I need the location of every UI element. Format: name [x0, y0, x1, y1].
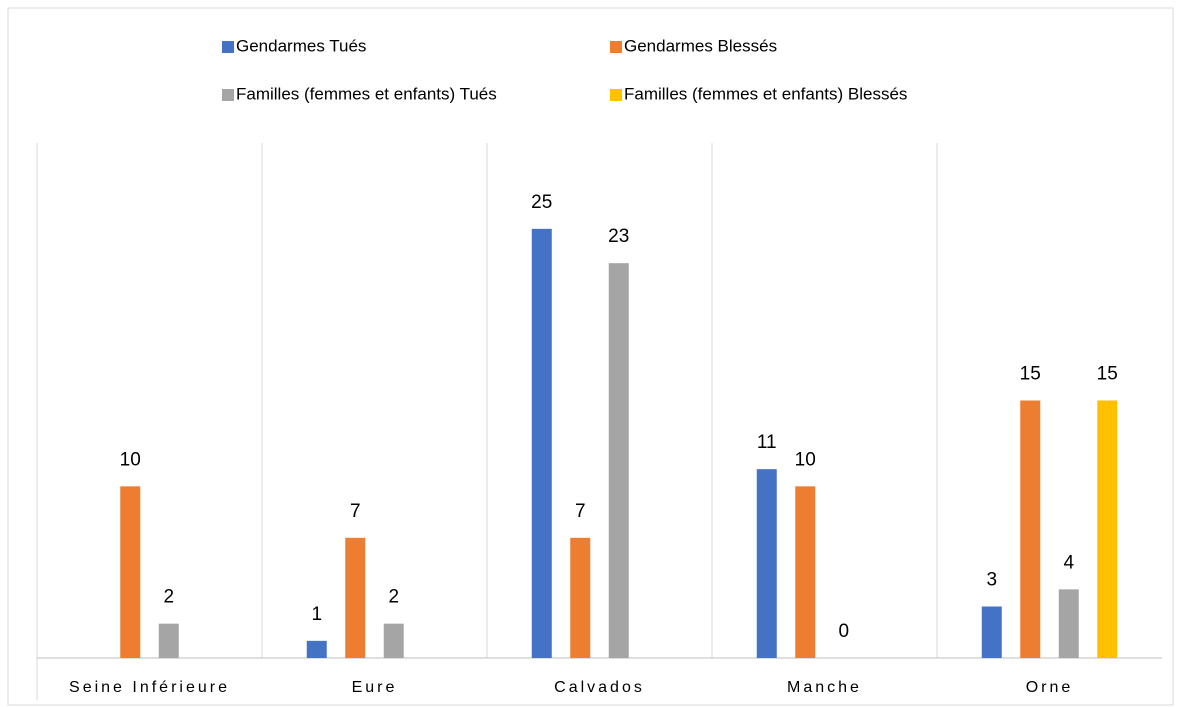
data-label: 4 — [1063, 552, 1074, 573]
legend-swatch — [222, 89, 234, 101]
bar — [158, 623, 179, 658]
bar — [1058, 589, 1079, 658]
data-label: 3 — [986, 570, 997, 591]
bar — [345, 537, 366, 658]
x-tick-label: Orne — [1026, 679, 1074, 696]
bar — [1097, 400, 1118, 658]
data-label: 25 — [531, 192, 552, 213]
x-tick-label: Manche — [787, 679, 862, 696]
x-tick-label: Eure — [352, 679, 398, 696]
bar — [756, 469, 777, 658]
data-label: 2 — [388, 587, 399, 608]
bar — [383, 623, 404, 658]
bar — [981, 606, 1002, 658]
legend-label: Gendarmes Tués — [236, 36, 366, 55]
data-label: 2 — [163, 587, 174, 608]
data-label: 23 — [608, 226, 629, 247]
data-label: 15 — [1097, 364, 1118, 385]
legend-swatch — [222, 41, 234, 53]
data-label: 7 — [575, 501, 586, 522]
data-label: 7 — [350, 501, 361, 522]
bar — [1020, 400, 1041, 658]
x-tick-label: Calvados — [554, 679, 645, 696]
bar — [120, 486, 141, 658]
bar — [306, 640, 327, 658]
bar — [795, 486, 816, 658]
data-label: 11 — [757, 432, 777, 453]
data-label: 10 — [795, 449, 816, 470]
bar — [531, 228, 552, 659]
data-label: 0 — [838, 621, 849, 642]
chart-border — [7, 7, 1174, 706]
legend-label: Familles (femmes et enfants) Tués — [236, 84, 497, 103]
legend-label: Gendarmes Blessés — [624, 36, 777, 55]
bar — [570, 537, 591, 658]
data-label: 1 — [311, 604, 322, 625]
data-label: 15 — [1020, 364, 1041, 385]
bar — [608, 263, 629, 658]
legend-label: Familles (femmes et enfants) Blessés — [624, 84, 907, 103]
x-tick-label: Seine Inférieure — [69, 679, 230, 696]
legend-swatch — [610, 41, 622, 53]
legend-swatch — [610, 89, 622, 101]
data-label: 10 — [120, 449, 141, 470]
